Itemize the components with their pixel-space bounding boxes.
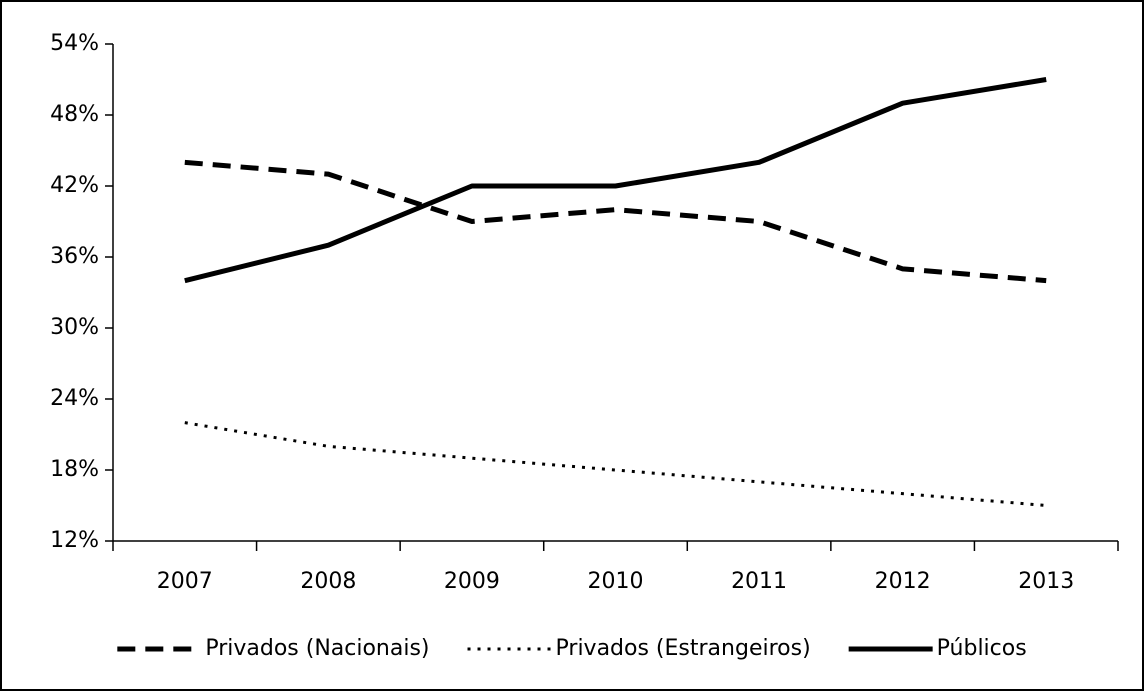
series-line: [184, 77, 1047, 284]
legend-label: Públicos: [937, 636, 1027, 661]
x-tick-label: 2011: [731, 569, 787, 594]
x-tick-label: 2007: [157, 569, 213, 594]
series-line: [184, 421, 1047, 507]
x-tick-label: 2010: [588, 569, 644, 594]
series-line: [184, 159, 1047, 284]
x-tick-label: 2009: [444, 569, 500, 594]
y-tick-label: 12%: [50, 528, 99, 553]
legend-label: Privados (Nacionais): [205, 636, 429, 661]
x-tick-label: 2013: [1018, 569, 1074, 594]
legend-label: Privados (Estrangeiros): [556, 636, 811, 661]
y-tick-label: 36%: [50, 244, 99, 269]
x-tick-label: 2012: [875, 569, 931, 594]
y-tick-label: 18%: [50, 457, 99, 482]
x-tick-label: 2008: [300, 569, 356, 594]
y-tick-label: 42%: [50, 173, 99, 198]
y-tick-label: 54%: [50, 31, 99, 56]
y-tick-label: 48%: [50, 102, 99, 127]
legend: Privados (Nacionais) Privados (Estrangeir…: [117, 636, 1027, 661]
y-tick-label: 30%: [50, 315, 99, 340]
y-tick-label: 24%: [50, 386, 99, 411]
